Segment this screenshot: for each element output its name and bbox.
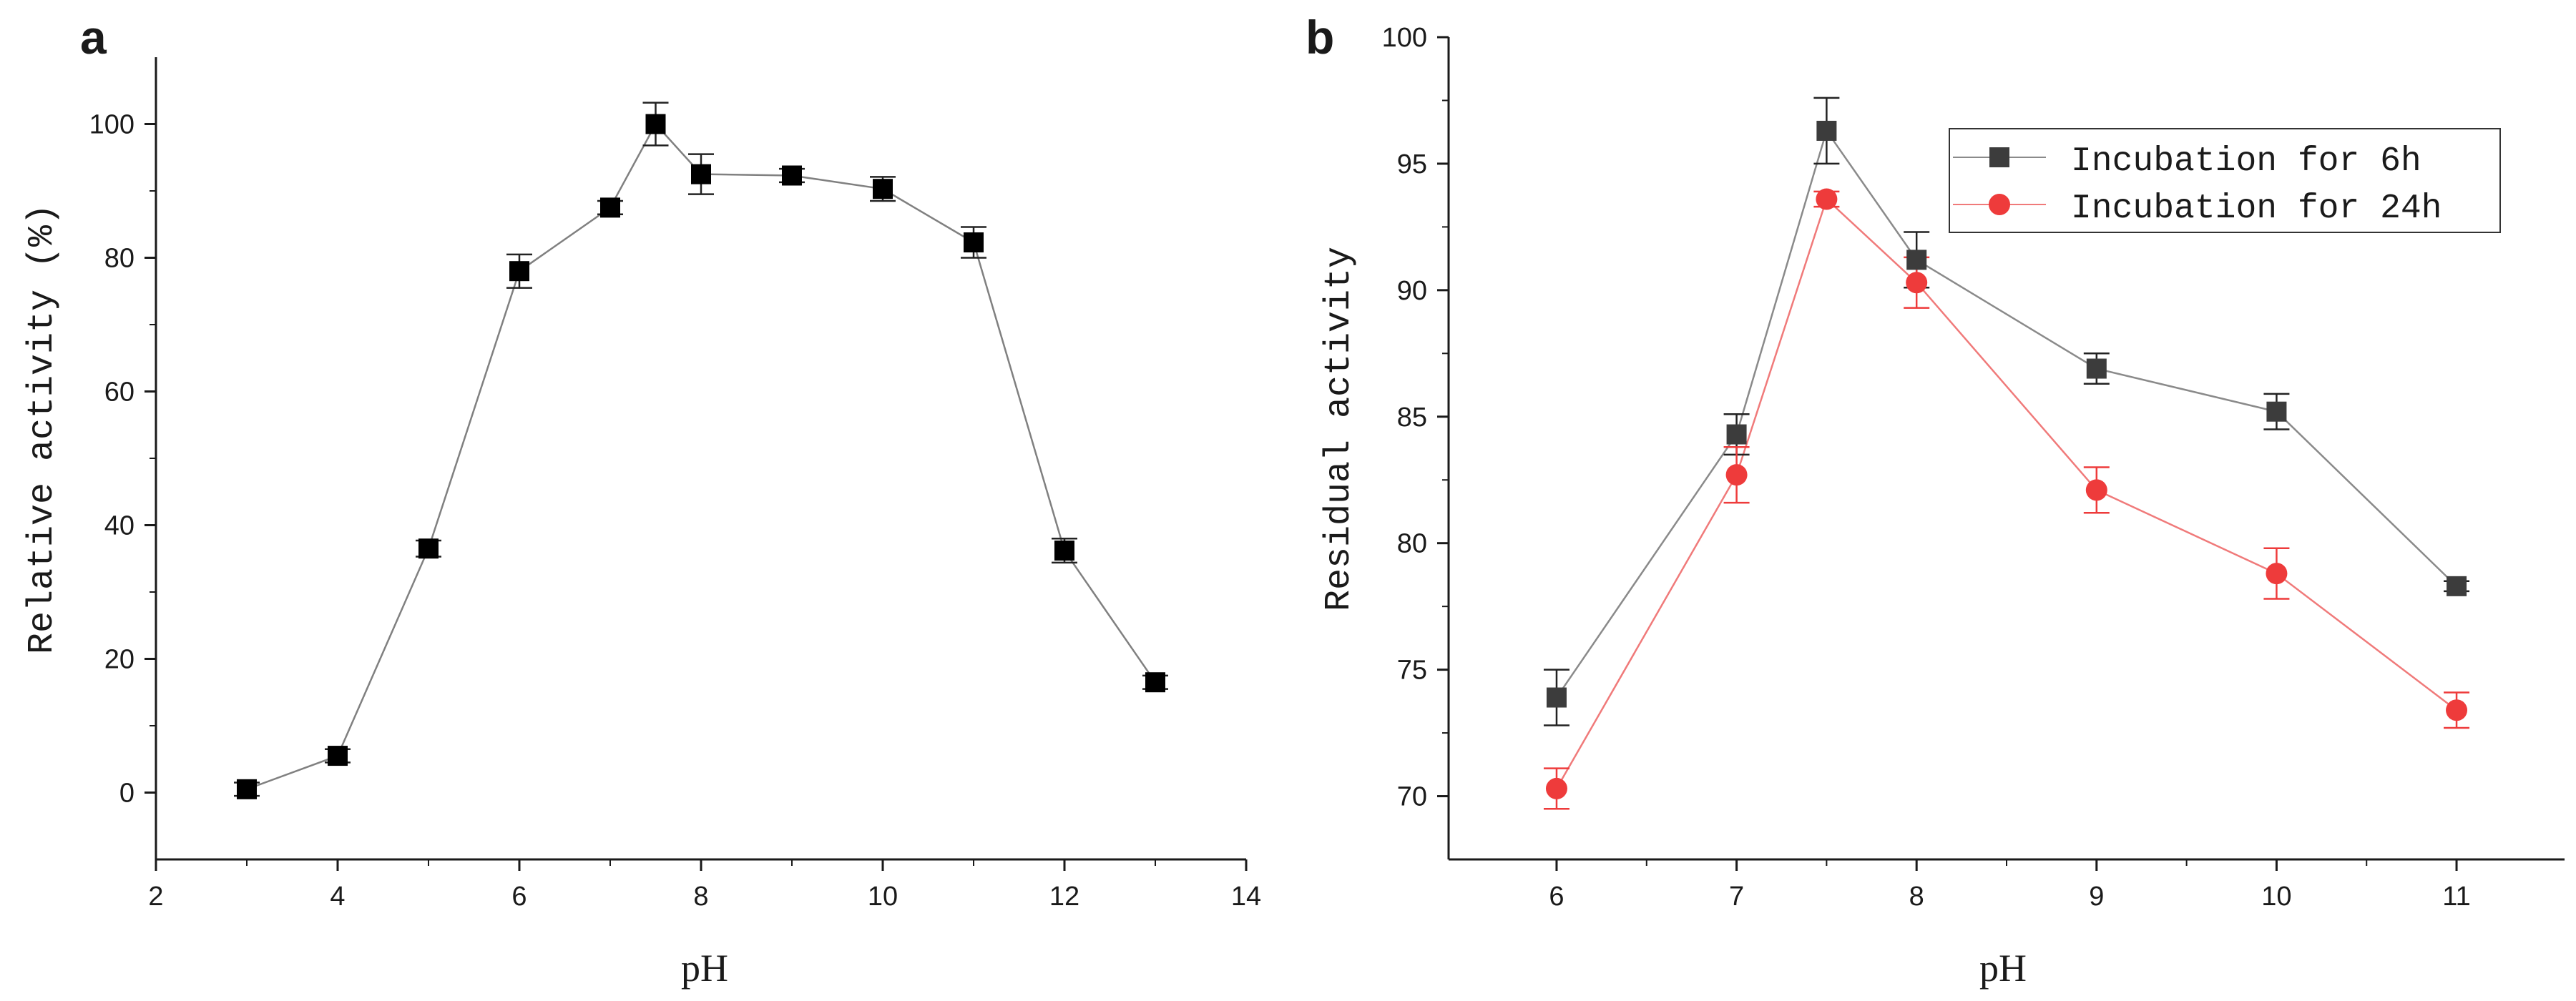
legend-24h-marker xyxy=(1989,194,2010,215)
data-point xyxy=(691,164,711,184)
x-tick-label: 8 xyxy=(1909,882,1924,912)
data-point xyxy=(1725,464,1748,486)
y-tick-label: 60 xyxy=(104,378,134,408)
data-point xyxy=(418,538,439,559)
series-line xyxy=(246,122,1157,790)
y-tick-label: 80 xyxy=(104,244,134,274)
data-point xyxy=(1816,120,1837,141)
x-tick-label: 7 xyxy=(1729,882,1744,912)
panel-a-points xyxy=(237,114,1165,799)
data-point xyxy=(2266,563,2288,585)
panel-b-legend: Incubation for 6h Incubation for 24h xyxy=(1949,128,2501,233)
y-tick-label: 90 xyxy=(1397,276,1427,306)
y-tick-label: 70 xyxy=(1397,782,1427,812)
data-point xyxy=(645,114,666,134)
y-tick-label: 75 xyxy=(1397,656,1427,686)
x-tick-label: 4 xyxy=(330,882,345,912)
panel-a-x-axis-label: pH xyxy=(681,947,728,990)
x-tick-label: 10 xyxy=(2261,882,2291,912)
x-tick-label: 6 xyxy=(511,882,527,912)
legend-box xyxy=(1949,128,2501,233)
panel-b-x-axis-label: pH xyxy=(1979,947,2027,990)
data-point xyxy=(1816,188,1838,210)
data-point xyxy=(2086,358,2107,379)
panel-a-error-bars xyxy=(234,102,1168,797)
series-line xyxy=(1555,197,2457,789)
data-point xyxy=(782,165,802,186)
data-point xyxy=(328,746,348,766)
data-point xyxy=(964,232,984,252)
data-point xyxy=(509,261,529,282)
x-tick-label: 6 xyxy=(1549,882,1564,912)
panel-b-points xyxy=(1545,120,2468,799)
x-tick-label: 10 xyxy=(868,882,898,912)
panel-a-ticks: 2 4 6 8 10 12 14 0 20 40 60 80 100 xyxy=(89,110,1262,912)
y-tick-label: 100 xyxy=(89,110,134,140)
x-tick-label: 2 xyxy=(148,882,163,912)
x-tick-label: 9 xyxy=(2089,882,2104,912)
data-point xyxy=(1906,272,1928,294)
panel-a-series-lines xyxy=(246,122,1157,790)
panel-a-letter: a xyxy=(80,11,107,64)
data-point xyxy=(2266,401,2287,422)
data-point xyxy=(600,197,620,218)
data-point xyxy=(1726,424,1747,445)
x-tick-label: 14 xyxy=(1231,882,1261,912)
legend-24h-label: Incubation for 24h xyxy=(2071,189,2442,228)
legend-6h-label: Incubation for 6h xyxy=(2071,142,2421,181)
y-tick-label: 95 xyxy=(1397,149,1427,179)
data-point xyxy=(873,179,893,199)
data-point xyxy=(1545,777,1567,799)
x-tick-label: 12 xyxy=(1049,882,1079,912)
panel-b-letter: b xyxy=(1306,11,1334,64)
data-point xyxy=(1145,672,1165,693)
panel-b-y-axis-label: Residual activity xyxy=(1319,247,1360,611)
data-point xyxy=(237,779,257,799)
panel-a-y-axis-label: Relative activity (%) xyxy=(22,204,63,654)
panel-b-ticks: 6 7 8 9 10 11 70 75 80 85 90 95 100 xyxy=(1382,23,2471,912)
data-point xyxy=(1906,250,1927,270)
y-tick-label: 40 xyxy=(104,511,134,541)
y-tick-label: 85 xyxy=(1397,403,1427,433)
y-tick-label: 0 xyxy=(119,779,134,809)
data-point xyxy=(2447,576,2467,596)
legend-6h-marker xyxy=(1989,147,2009,167)
x-tick-label: 8 xyxy=(693,882,708,912)
panel-a-chart: a 2 4 6 8 10 12 14 0 20 40 60 80 100 pH Relative act… xyxy=(22,11,1261,990)
y-tick-label: 80 xyxy=(1397,529,1427,559)
x-tick-label: 11 xyxy=(2442,882,2470,912)
data-point xyxy=(1054,541,1074,561)
data-point xyxy=(2446,699,2468,721)
panel-b-chart: b 6 7 8 9 10 11 70 75 80 85 90 95 100 pH Residual ac… xyxy=(1306,11,2565,990)
data-point xyxy=(2085,479,2107,501)
data-point xyxy=(1546,687,1567,708)
y-tick-label: 20 xyxy=(104,645,134,675)
y-tick-label: 100 xyxy=(1382,23,1427,53)
